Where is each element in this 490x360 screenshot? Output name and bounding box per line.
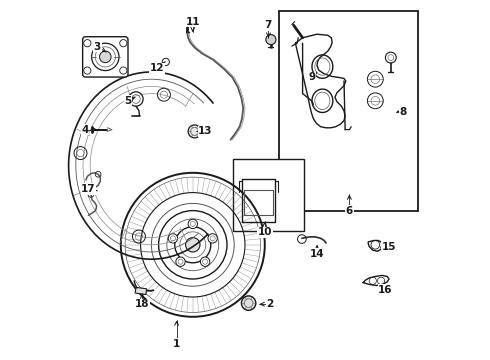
Circle shape <box>188 125 201 138</box>
Text: 2: 2 <box>267 299 274 309</box>
Text: 9: 9 <box>308 72 315 82</box>
Bar <box>135 287 147 294</box>
Text: 14: 14 <box>310 249 324 259</box>
Text: 15: 15 <box>382 242 396 252</box>
Circle shape <box>99 51 111 63</box>
Text: 10: 10 <box>258 227 272 237</box>
Text: 16: 16 <box>378 285 392 295</box>
Circle shape <box>168 234 177 243</box>
Bar <box>233 159 304 231</box>
Text: 8: 8 <box>400 107 407 117</box>
Text: 5: 5 <box>124 96 132 106</box>
Circle shape <box>242 296 256 310</box>
Text: 17: 17 <box>81 184 96 194</box>
Bar <box>279 11 418 211</box>
FancyBboxPatch shape <box>83 37 128 77</box>
Circle shape <box>186 238 200 252</box>
Text: 7: 7 <box>265 20 272 30</box>
Circle shape <box>188 219 197 229</box>
Text: 18: 18 <box>135 299 149 309</box>
Text: 4: 4 <box>81 125 89 135</box>
Circle shape <box>266 35 276 45</box>
Circle shape <box>176 257 185 266</box>
Circle shape <box>208 234 218 243</box>
Text: 13: 13 <box>198 126 213 136</box>
Text: 1: 1 <box>173 339 180 349</box>
Circle shape <box>200 257 210 266</box>
Text: 6: 6 <box>346 206 353 216</box>
Text: 3: 3 <box>94 42 101 52</box>
Text: 12: 12 <box>149 63 164 73</box>
Text: 11: 11 <box>186 17 200 27</box>
